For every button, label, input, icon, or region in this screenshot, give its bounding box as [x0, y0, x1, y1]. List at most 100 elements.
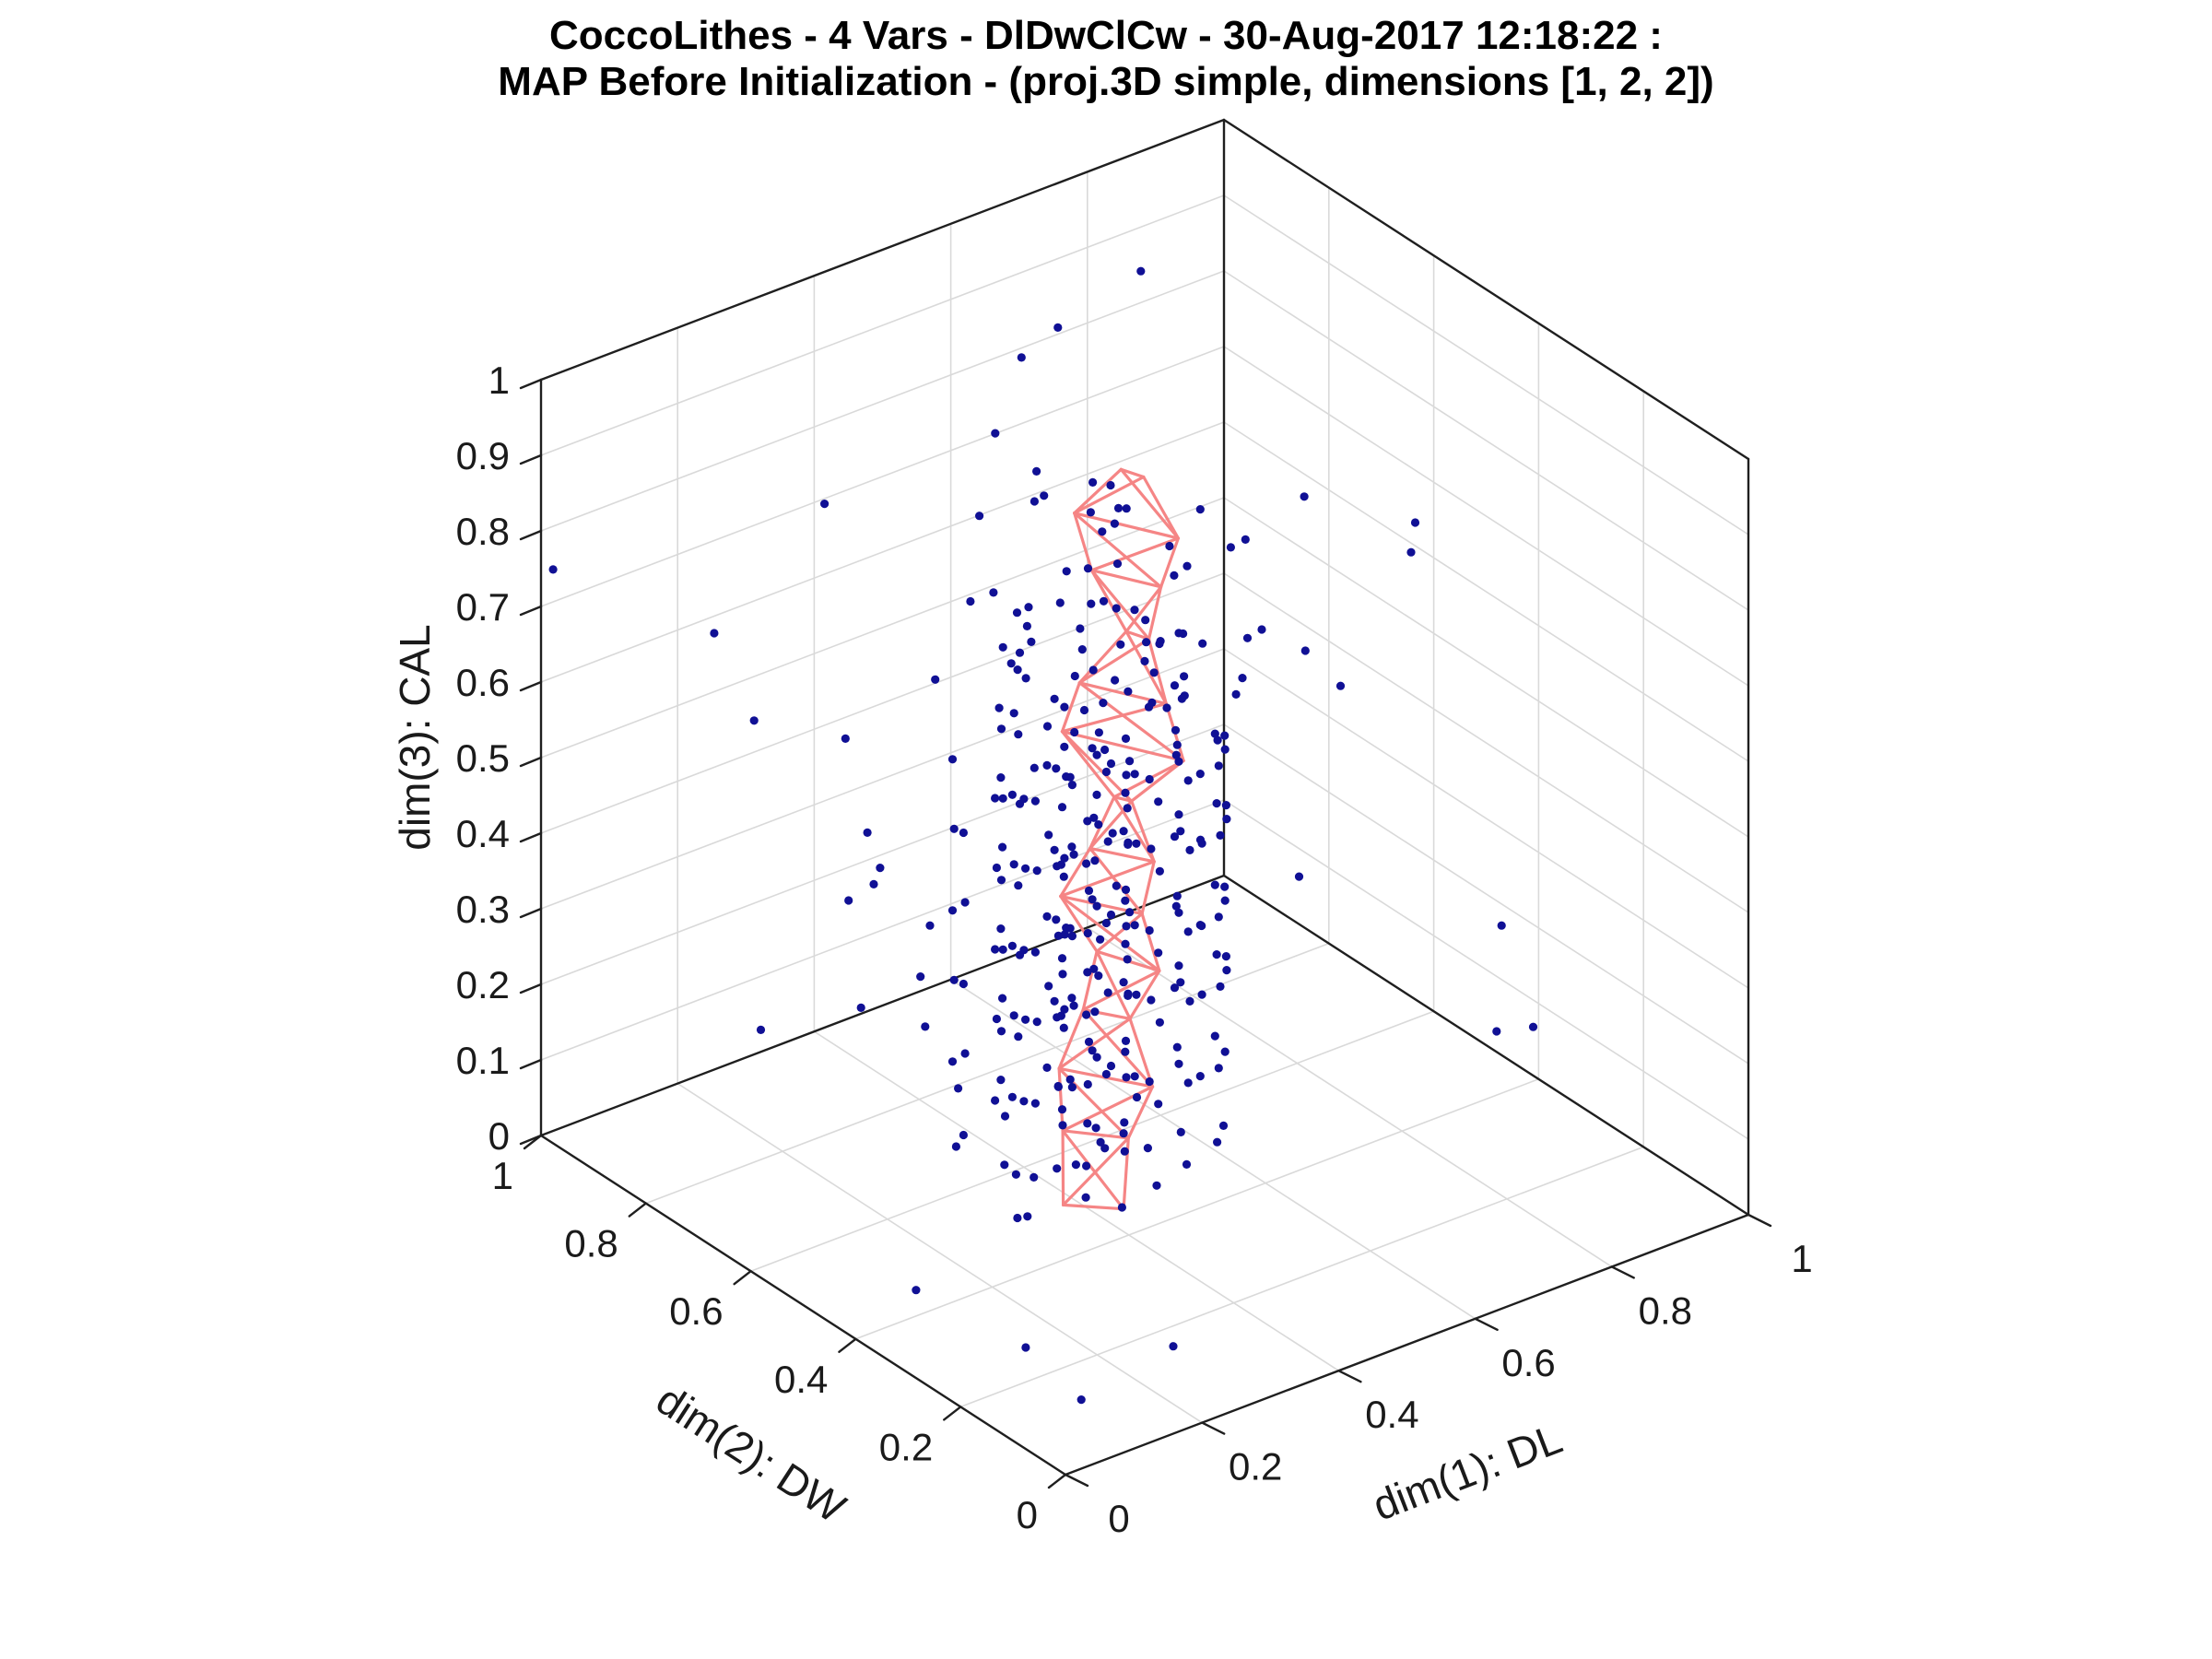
scatter-point [1030, 1172, 1039, 1182]
z-tick-label: 0.8 [456, 510, 510, 553]
scatter-point [1013, 665, 1022, 675]
scatter-point [1053, 931, 1063, 940]
scatter-point [1099, 596, 1109, 606]
scatter-point [994, 703, 1004, 712]
z-tick [519, 378, 543, 390]
scatter-point [998, 842, 1007, 852]
scatter-point [1183, 776, 1193, 785]
scatter-point [1406, 547, 1416, 557]
scatter-point [960, 1049, 970, 1058]
scatter-point [1042, 912, 1052, 922]
som-mesh-edge [1119, 467, 1181, 540]
scatter-point [1155, 866, 1164, 876]
grid-line-z-left-wall [540, 497, 1225, 759]
scatter-point [1076, 624, 1085, 633]
scatter-point [947, 1057, 958, 1066]
scatter-point [960, 898, 970, 907]
som-mesh-edge [1119, 467, 1146, 479]
z-tick [519, 1058, 543, 1070]
scatter-point [1218, 1121, 1229, 1130]
som-mesh-edge [1059, 894, 1099, 953]
y-tick-label: 0.2 [879, 1425, 933, 1468]
scatter-point [1197, 990, 1206, 999]
scatter-point [1070, 671, 1079, 681]
scatter-point [1195, 835, 1206, 844]
z-tick-label: 0.3 [456, 888, 510, 931]
scatter-point [1053, 1081, 1063, 1091]
scatter-point [1122, 1073, 1131, 1082]
scatter-point [1106, 1061, 1116, 1071]
scatter-point [841, 734, 850, 744]
scatter-point [1210, 1031, 1219, 1041]
scatter-point [1067, 842, 1077, 852]
scatter-point [1087, 599, 1096, 608]
scatter-point [992, 1014, 1001, 1024]
scatter-point [1221, 952, 1230, 961]
scatter-point [863, 828, 872, 838]
scatter-point [1053, 323, 1063, 332]
scatter-point [1125, 908, 1135, 917]
scatter-point [1030, 1099, 1040, 1108]
scatter-point [1060, 930, 1069, 939]
scatter-point [1096, 1137, 1105, 1147]
scatter-point [1195, 1072, 1205, 1081]
axis-edge [539, 874, 1226, 1137]
scatter-point [1084, 1037, 1094, 1046]
scatter-point [1052, 915, 1061, 924]
som-mesh-edge [1061, 1136, 1130, 1207]
scatter-point [1185, 845, 1194, 855]
scatter-point [1180, 672, 1189, 681]
scatter-point [1062, 567, 1071, 576]
z-tick-label: 0.2 [456, 963, 510, 1006]
scatter-point [1132, 839, 1141, 848]
x-tick-label: 0.8 [1639, 1288, 1692, 1332]
scatter-point [1100, 1144, 1110, 1153]
scatter-point [1082, 1010, 1091, 1019]
scatter-point [1077, 1395, 1086, 1405]
scatter-point [1042, 722, 1053, 731]
grid-line-z-right-wall [1223, 270, 1749, 611]
scatter-point [1007, 941, 1017, 950]
som-mesh-edge [1088, 846, 1156, 864]
z-axis-label: dim(3): CAL [391, 624, 439, 851]
y-tick [628, 1202, 647, 1218]
scatter-point [1231, 689, 1241, 700]
scatter-point [1083, 928, 1092, 938]
scatter-point [1220, 745, 1230, 754]
scatter-point [1110, 519, 1119, 528]
scatter-point [548, 565, 558, 574]
scatter-point [1089, 964, 1099, 973]
scatter-point [1088, 1046, 1097, 1055]
scatter-point [1220, 731, 1230, 740]
scatter-point [1123, 955, 1132, 964]
scatter-point [1170, 983, 1180, 993]
scatter-point [1177, 694, 1186, 703]
scatter-point [1143, 1144, 1152, 1153]
axis-edge [539, 1134, 1067, 1477]
som-mesh-edge [1073, 467, 1123, 515]
scatter-point [1015, 799, 1025, 808]
scatter-point [1000, 1112, 1010, 1121]
scatter-point [1123, 804, 1132, 813]
grid-line-z-right-wall [1223, 194, 1749, 535]
som-mesh-edge [1142, 475, 1181, 540]
scatter-point [749, 716, 759, 725]
som-mesh-edge [1060, 730, 1116, 799]
scatter-point [1096, 935, 1105, 944]
grid-line-x-floor [1087, 926, 1613, 1268]
scatter-point [1216, 830, 1225, 841]
scatter-point [966, 596, 975, 606]
scatter-point [1083, 1119, 1092, 1128]
grid-lines [540, 171, 1749, 1424]
z-tick-label: 0.1 [456, 1039, 510, 1082]
y-tick [523, 1134, 543, 1150]
scatter-point [949, 824, 959, 833]
som-mesh-edge [1061, 1129, 1065, 1207]
scatter-point [1147, 844, 1156, 853]
scatter-point [1147, 995, 1156, 1005]
scatter-point [1021, 1343, 1030, 1352]
scatter-point [998, 642, 1007, 652]
scatter-point [1092, 901, 1101, 911]
z-tick [519, 831, 543, 843]
scatter-point [1183, 927, 1193, 936]
